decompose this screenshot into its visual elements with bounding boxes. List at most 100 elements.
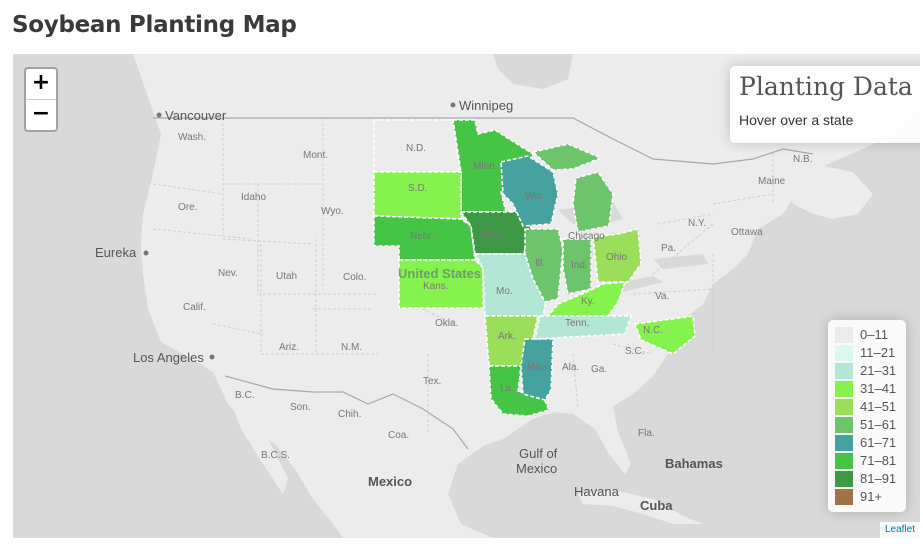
city-winnipeg: Winnipeg <box>459 98 513 113</box>
us-canada-border <box>153 117 814 165</box>
label-chicago: Chicago <box>568 231 605 242</box>
cuba-land <box>578 490 703 524</box>
label-bc: B.C. <box>235 390 254 401</box>
legend-label: 11–21 <box>860 345 896 360</box>
label-iowa: Iowa <box>483 229 505 240</box>
label-maine: Maine <box>758 176 786 187</box>
city-eureka: Eureka <box>95 245 137 260</box>
state-illinois[interactable] <box>524 228 564 303</box>
states-layer[interactable] <box>373 119 696 417</box>
label-mo: Mo. <box>496 286 513 297</box>
city-dot-eureka <box>143 250 149 256</box>
legend-swatch <box>835 327 853 343</box>
legend-swatch <box>835 453 853 469</box>
label-colo: Colo. <box>343 272 366 283</box>
label-minn: Minn. <box>473 161 497 172</box>
label-ore: Ore. <box>178 202 197 213</box>
label-nebr: Nebr. <box>410 231 434 242</box>
label-fla: Fla. <box>638 428 655 439</box>
legend-swatch <box>835 435 853 451</box>
country-label-us: United States <box>398 266 481 281</box>
label-utah: Utah <box>276 271 297 282</box>
legend-label: 41–51 <box>860 399 897 414</box>
label-nc: N.C. <box>643 325 663 336</box>
label-idaho: Idaho <box>241 192 266 203</box>
country-cuba: Cuba <box>640 498 673 513</box>
label-wash: Wash. <box>178 132 206 143</box>
legend-label: 21–31 <box>860 363 897 378</box>
state-wisconsin[interactable] <box>500 155 559 227</box>
map-container[interactable]: Wash. Ore. Calif. Nev. Idaho Mont. Wyo. … <box>13 54 920 538</box>
state-michigan[interactable] <box>531 143 614 233</box>
water-mexico: Mexico <box>516 461 557 476</box>
state-indiana[interactable] <box>562 238 592 295</box>
zoom-out-button[interactable]: − <box>31 101 51 126</box>
label-ill: Ill. <box>535 258 545 269</box>
state-ohio[interactable] <box>592 227 642 283</box>
label-ala: Ala. <box>562 362 579 373</box>
label-nev: Nev. <box>218 268 238 279</box>
state-north-carolina[interactable] <box>633 315 696 355</box>
state-louisiana[interactable] <box>488 365 551 417</box>
legend-swatch <box>835 417 853 433</box>
info-hint: Hover over a state <box>739 112 854 128</box>
state-mississippi[interactable] <box>520 338 554 401</box>
label-ga: Ga. <box>591 364 607 375</box>
water-gulf-of: Gulf of <box>519 446 558 461</box>
label-ark: Ark. <box>498 331 516 342</box>
label-kans: Kans. <box>423 281 449 292</box>
attribution-link[interactable]: Leaflet <box>879 522 920 538</box>
label-coa: Coa. <box>388 430 409 441</box>
label-tenn: Tenn. <box>565 318 589 329</box>
label-tex: Tex. <box>423 376 441 387</box>
state-south-dakota[interactable] <box>373 171 462 220</box>
legend-swatch <box>835 363 853 379</box>
us-mexico-border <box>224 375 469 450</box>
state-kansas[interactable] <box>398 259 484 309</box>
region-labels: Wash. Ore. Calif. Nev. Idaho Mont. Wyo. … <box>178 132 812 461</box>
label-wis: Wis. <box>525 191 544 202</box>
city-los-angeles: Los Angeles <box>133 350 204 365</box>
city-dot-los-angeles <box>209 354 215 360</box>
label-ind: Ind. <box>571 260 588 271</box>
label-nd: N.D. <box>406 143 426 154</box>
label-sc: S.C. <box>625 346 644 357</box>
legend-label: 0–11 <box>860 327 888 342</box>
label-nm: N.M. <box>341 342 362 353</box>
legend-label: 71–81 <box>860 453 897 468</box>
label-chih: Chih. <box>338 409 361 420</box>
city-vancouver: Vancouver <box>165 108 227 123</box>
hudson-bay-water <box>493 54 573 89</box>
legend-label: 51–61 <box>860 417 897 432</box>
zoom-control: + − <box>24 67 58 132</box>
state-tennessee[interactable] <box>533 315 633 340</box>
legend: 0–11 11–21 21–31 31–41 41–51 51–61 61–71 71–81 8… <box>828 320 906 512</box>
state-north-dakota[interactable] <box>373 119 461 173</box>
label-ny: N.Y. <box>688 218 706 229</box>
legend-label: 81–91 <box>860 471 897 486</box>
legend-swatch <box>835 399 853 415</box>
label-wyo: Wyo. <box>321 206 344 217</box>
label-ky: Ky. <box>581 296 595 307</box>
legend-swatch <box>835 381 853 397</box>
label-ariz: Ariz. <box>279 342 299 353</box>
canada-east-land <box>783 164 873 219</box>
city-havana: Havana <box>574 484 620 499</box>
label-bcs: B.C.S. <box>261 450 290 461</box>
legend-swatch <box>835 471 853 487</box>
zoom-in-button[interactable]: + <box>26 69 56 100</box>
info-heading: Planting Data <box>739 72 913 101</box>
legend-swatch <box>835 345 853 361</box>
legend-label: 91+ <box>860 489 883 504</box>
info-panel: Planting Data Hover over a state <box>730 66 920 143</box>
city-labels: Vancouver Winnipeg Eureka Los Angeles Me… <box>95 98 723 513</box>
state-borders <box>152 118 774 434</box>
label-mont: Mont. <box>303 150 328 161</box>
country-bahamas: Bahamas <box>665 456 723 471</box>
page-title: Soybean Planting Map <box>12 12 297 38</box>
label-son: Son. <box>290 402 311 413</box>
city-dot-winnipeg <box>450 102 456 108</box>
city-dot-vancouver <box>156 112 162 118</box>
label-okla: Okla. <box>435 318 458 329</box>
label-nb: N.B. <box>793 154 812 165</box>
